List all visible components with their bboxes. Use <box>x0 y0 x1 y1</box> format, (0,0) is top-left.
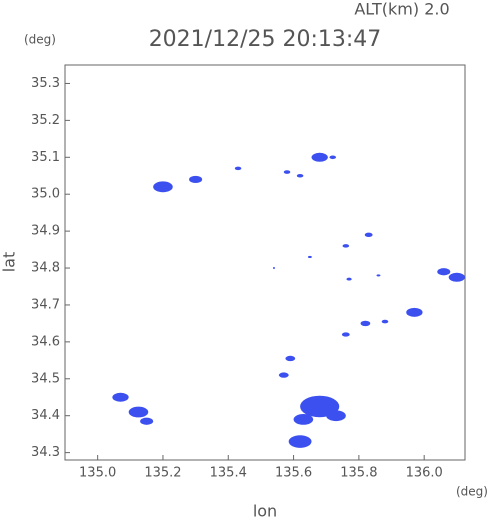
echo-cell <box>112 392 129 402</box>
annotation: ALT(km) 2.0 <box>354 0 449 19</box>
y-tick-label: 35.1 <box>31 150 60 165</box>
echo-cell <box>326 410 346 422</box>
echo-cell <box>448 272 465 282</box>
echo-cell <box>437 268 451 276</box>
echo-cell <box>189 175 203 184</box>
echo-cell <box>278 372 289 378</box>
echo-cell <box>364 232 373 237</box>
plot-frame <box>64 64 466 461</box>
echo-cell <box>311 152 328 162</box>
echo-cell <box>329 155 337 160</box>
x-tick-label: 136.0 <box>406 466 443 481</box>
x-axis-label: lon <box>253 502 277 521</box>
echo-cell <box>296 173 304 178</box>
y-tick-label: 34.8 <box>31 261 60 276</box>
x-tick-label: 135.0 <box>79 466 116 481</box>
y-tick-label: 35.2 <box>31 113 60 128</box>
echo-cell <box>272 267 275 270</box>
echo-cell <box>342 244 350 248</box>
x-unit: (deg) <box>456 485 488 499</box>
echo-cell <box>376 274 381 277</box>
echo-cell <box>288 435 312 448</box>
echo-cell <box>341 332 350 337</box>
y-tick-label: 34.7 <box>31 297 60 312</box>
y-tick-label: 34.6 <box>31 334 60 349</box>
echo-cell <box>140 417 154 425</box>
y-unit: (deg) <box>24 33 56 47</box>
echo-cell <box>234 166 242 171</box>
echo-cell <box>283 170 291 174</box>
echo-cell <box>360 320 371 327</box>
chart-title: 2021/12/25 20:13:47 <box>149 27 382 52</box>
echo-cell <box>406 307 423 317</box>
y-tick-label: 35.0 <box>31 187 60 202</box>
y-tick-label: 34.5 <box>31 371 60 386</box>
echo-cell <box>346 277 352 281</box>
y-axis-label: lat <box>0 252 19 273</box>
echo-cell <box>128 406 149 418</box>
echo-cell <box>293 414 314 425</box>
x-tick-label: 135.8 <box>340 466 377 481</box>
y-tick-label: 34.9 <box>31 224 60 239</box>
echo-cell <box>307 255 312 259</box>
x-tick-label: 135.6 <box>275 466 312 481</box>
y-tick-label: 35.3 <box>31 76 60 91</box>
x-tick-label: 135.2 <box>144 466 181 481</box>
echo-cell <box>381 319 389 324</box>
echo-cell <box>153 181 173 193</box>
echo-cell <box>285 355 296 362</box>
y-tick-label: 34.4 <box>31 408 60 423</box>
x-tick-label: 135.4 <box>210 466 247 481</box>
y-tick-label: 34.3 <box>31 445 60 460</box>
